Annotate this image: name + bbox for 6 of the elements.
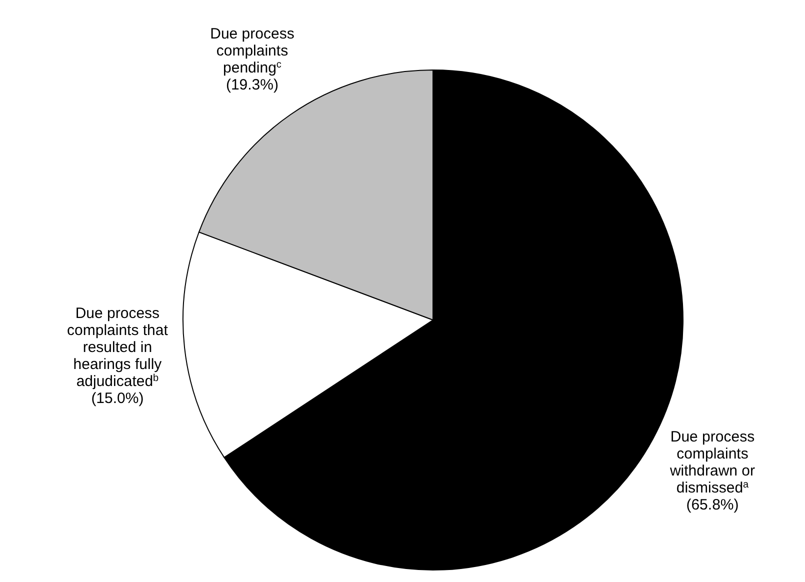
slice-label: Due process complaints withdrawn or dismissed$^{a}$ xyxy=(668,428,756,497)
data-label: (65.8%) xyxy=(686,496,739,514)
data-label: (15.0%) xyxy=(91,390,144,407)
data-label: (19.3%) xyxy=(226,76,278,94)
slice-label: Due process complaints that resulted in hearings fully adjudicated$^{b}$ xyxy=(67,304,169,390)
slice-label: Due process complaints pending$^{c}$ xyxy=(210,25,294,76)
